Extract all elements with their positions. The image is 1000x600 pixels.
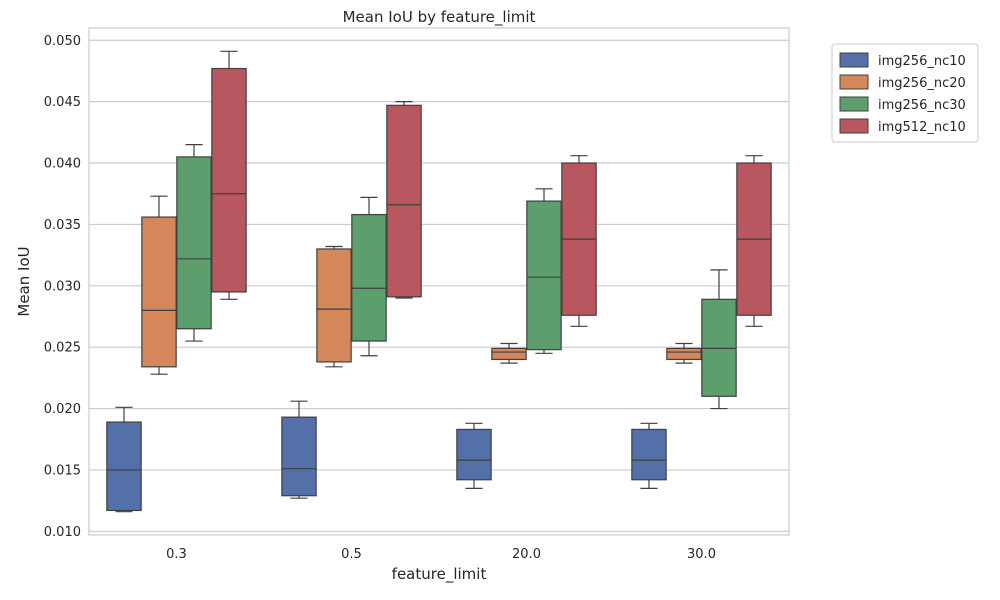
iqr-box bbox=[701, 298, 737, 397]
iqr-box bbox=[316, 248, 352, 363]
plot-area-frame bbox=[88, 27, 790, 536]
x-tick-label: 20.0 bbox=[512, 547, 541, 562]
y-tick-label: 0.030 bbox=[44, 279, 81, 294]
box-img256_nc10-0.3 bbox=[106, 406, 142, 513]
chart-title: Mean IoU by feature_limit bbox=[343, 8, 536, 27]
box-img256_nc30-20.0 bbox=[526, 188, 562, 354]
y-tick-label: 0.035 bbox=[44, 218, 81, 233]
box-img256_nc10-30.0 bbox=[631, 422, 667, 489]
iqr-box bbox=[666, 347, 702, 361]
iqr-box bbox=[631, 428, 667, 481]
y-axis-title: Mean IoU bbox=[15, 246, 33, 316]
y-tick-label: 0.010 bbox=[44, 525, 81, 540]
y-tick-label: 0.015 bbox=[44, 463, 81, 478]
iqr-box bbox=[526, 200, 562, 351]
box-img512_nc10-20.0 bbox=[561, 155, 597, 327]
legend-label: img256_nc10 bbox=[878, 54, 966, 69]
iqr-box bbox=[176, 156, 212, 330]
x-tick-labels: 0.3 0.5 20.0 30.0 bbox=[166, 547, 716, 562]
box-img256_nc20-0.3 bbox=[141, 195, 177, 375]
legend-label: img256_nc30 bbox=[878, 98, 966, 113]
legend-frame bbox=[831, 43, 979, 143]
legend-label: img512_nc10 bbox=[878, 120, 966, 135]
box-img512_nc10-0.5 bbox=[386, 101, 422, 299]
iqr-box bbox=[211, 67, 247, 293]
iqr-box bbox=[106, 421, 142, 512]
x-tick-label: 0.3 bbox=[166, 547, 187, 562]
boxes bbox=[106, 50, 772, 513]
y-tick-label: 0.050 bbox=[44, 34, 81, 49]
y-tick-labels: 0.010 0.015 0.020 0.025 0.030 0.035 0.040 0.045… bbox=[44, 34, 81, 540]
legend-swatch bbox=[839, 118, 869, 134]
grid-lines bbox=[89, 39, 789, 532]
box-img256_nc10-20.0 bbox=[456, 422, 492, 489]
iqr-box bbox=[456, 428, 492, 481]
box-img256_nc30-0.5 bbox=[351, 196, 387, 357]
box-img512_nc10-30.0 bbox=[736, 155, 772, 327]
y-tick-label: 0.045 bbox=[44, 95, 81, 110]
x-tick-label: 30.0 bbox=[687, 547, 716, 562]
legend-swatch bbox=[839, 96, 869, 112]
box-img256_nc30-30.0 bbox=[701, 269, 737, 410]
legend-swatch bbox=[839, 74, 869, 90]
iqr-box bbox=[491, 347, 527, 361]
legend: img256_nc10 img256_nc20 img256_nc30 img512_… bbox=[831, 43, 979, 143]
x-tick-label: 0.5 bbox=[341, 547, 362, 562]
iqr-box bbox=[386, 104, 422, 298]
legend-swatch bbox=[839, 52, 869, 68]
box-img256_nc30-0.3 bbox=[176, 144, 212, 342]
iqr-box bbox=[281, 416, 317, 497]
box-img256_nc20-0.5 bbox=[316, 245, 352, 368]
x-axis-title: feature_limit bbox=[392, 565, 487, 584]
y-tick-label: 0.040 bbox=[44, 157, 81, 172]
iqr-box bbox=[351, 213, 387, 342]
box-img512_nc10-0.3 bbox=[211, 50, 247, 300]
box-img256_nc20-20.0 bbox=[491, 342, 527, 364]
y-tick-label: 0.020 bbox=[44, 402, 81, 417]
legend-label: img256_nc20 bbox=[878, 76, 966, 91]
iqr-box bbox=[141, 216, 177, 368]
y-tick-label: 0.025 bbox=[44, 341, 81, 356]
box-img256_nc10-0.5 bbox=[281, 400, 317, 499]
box-img256_nc20-30.0 bbox=[666, 342, 702, 364]
